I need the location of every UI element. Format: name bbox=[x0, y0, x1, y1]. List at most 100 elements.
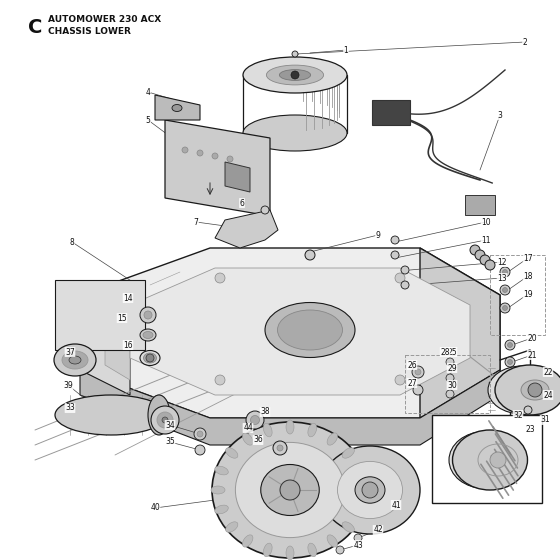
Circle shape bbox=[391, 236, 399, 244]
Text: 39: 39 bbox=[63, 380, 73, 390]
Ellipse shape bbox=[338, 461, 403, 519]
Circle shape bbox=[227, 156, 233, 162]
Ellipse shape bbox=[243, 115, 347, 151]
Circle shape bbox=[446, 358, 454, 366]
Text: 40: 40 bbox=[150, 503, 160, 512]
Text: 27: 27 bbox=[407, 379, 417, 388]
Circle shape bbox=[280, 480, 300, 500]
Circle shape bbox=[502, 269, 507, 274]
Circle shape bbox=[528, 383, 542, 397]
Ellipse shape bbox=[261, 464, 319, 516]
Text: 44: 44 bbox=[243, 423, 253, 432]
Ellipse shape bbox=[495, 365, 560, 415]
Text: 28: 28 bbox=[440, 348, 450, 357]
Text: AUTOMOWER 230 ACX: AUTOMOWER 230 ACX bbox=[48, 15, 161, 24]
Ellipse shape bbox=[342, 522, 354, 532]
Circle shape bbox=[524, 406, 532, 414]
Ellipse shape bbox=[320, 446, 420, 534]
Circle shape bbox=[157, 412, 173, 428]
Ellipse shape bbox=[242, 433, 253, 445]
Ellipse shape bbox=[355, 477, 385, 503]
Circle shape bbox=[490, 452, 506, 468]
Circle shape bbox=[291, 71, 299, 79]
Text: 10: 10 bbox=[481, 217, 491, 226]
Ellipse shape bbox=[521, 380, 549, 400]
Circle shape bbox=[212, 153, 218, 159]
Text: 7: 7 bbox=[194, 217, 198, 226]
Text: 3: 3 bbox=[498, 110, 502, 119]
Circle shape bbox=[215, 273, 225, 283]
Circle shape bbox=[354, 534, 362, 542]
Ellipse shape bbox=[308, 423, 316, 437]
Ellipse shape bbox=[214, 466, 228, 475]
Circle shape bbox=[261, 206, 269, 214]
Text: 8: 8 bbox=[69, 237, 74, 246]
Ellipse shape bbox=[62, 351, 88, 369]
Text: 16: 16 bbox=[123, 340, 133, 349]
Text: C: C bbox=[28, 18, 43, 37]
Polygon shape bbox=[80, 248, 500, 418]
Text: 33: 33 bbox=[65, 404, 75, 413]
Circle shape bbox=[395, 375, 405, 385]
Ellipse shape bbox=[452, 430, 528, 490]
Polygon shape bbox=[372, 100, 410, 125]
Polygon shape bbox=[225, 162, 250, 192]
Text: 1: 1 bbox=[344, 45, 348, 54]
Text: 19: 19 bbox=[523, 290, 533, 298]
Ellipse shape bbox=[242, 535, 253, 547]
Text: 14: 14 bbox=[123, 293, 133, 302]
Ellipse shape bbox=[143, 332, 153, 338]
Circle shape bbox=[507, 360, 512, 365]
Polygon shape bbox=[165, 120, 270, 216]
Ellipse shape bbox=[54, 344, 96, 376]
Circle shape bbox=[140, 307, 156, 323]
Ellipse shape bbox=[263, 423, 272, 437]
Ellipse shape bbox=[148, 395, 170, 435]
Text: 32: 32 bbox=[513, 410, 523, 419]
Ellipse shape bbox=[140, 329, 156, 341]
Text: 23: 23 bbox=[525, 426, 535, 435]
Circle shape bbox=[500, 285, 510, 295]
Circle shape bbox=[273, 441, 287, 455]
Circle shape bbox=[480, 255, 490, 265]
Ellipse shape bbox=[55, 395, 167, 435]
Circle shape bbox=[144, 311, 152, 319]
Circle shape bbox=[507, 343, 512, 348]
Circle shape bbox=[505, 340, 515, 350]
Text: 30: 30 bbox=[447, 380, 457, 390]
Circle shape bbox=[505, 357, 515, 367]
Text: 29: 29 bbox=[447, 363, 457, 372]
Text: 24: 24 bbox=[543, 390, 553, 399]
Ellipse shape bbox=[327, 433, 338, 445]
Text: 37: 37 bbox=[65, 348, 75, 357]
Circle shape bbox=[250, 416, 259, 424]
Polygon shape bbox=[155, 95, 200, 120]
Polygon shape bbox=[465, 195, 495, 215]
Ellipse shape bbox=[267, 65, 324, 85]
Text: 21: 21 bbox=[528, 351, 536, 360]
Text: 9: 9 bbox=[376, 231, 380, 240]
Ellipse shape bbox=[214, 505, 228, 514]
Circle shape bbox=[502, 287, 507, 292]
Polygon shape bbox=[105, 300, 130, 380]
Circle shape bbox=[401, 281, 409, 289]
Ellipse shape bbox=[342, 448, 354, 458]
Circle shape bbox=[415, 369, 421, 375]
Text: 5: 5 bbox=[146, 115, 151, 124]
Circle shape bbox=[362, 482, 378, 498]
Ellipse shape bbox=[286, 546, 294, 560]
Polygon shape bbox=[80, 295, 130, 395]
Text: 15: 15 bbox=[117, 314, 127, 323]
Ellipse shape bbox=[212, 422, 368, 558]
Ellipse shape bbox=[279, 69, 311, 81]
Text: 34: 34 bbox=[165, 421, 175, 430]
Circle shape bbox=[336, 546, 344, 554]
Text: 36: 36 bbox=[253, 436, 263, 445]
Ellipse shape bbox=[352, 505, 365, 514]
Text: 2: 2 bbox=[522, 38, 528, 46]
Ellipse shape bbox=[235, 442, 344, 538]
Circle shape bbox=[413, 385, 423, 395]
Text: 42: 42 bbox=[373, 525, 383, 534]
Polygon shape bbox=[80, 370, 500, 445]
Text: 4: 4 bbox=[146, 87, 151, 96]
